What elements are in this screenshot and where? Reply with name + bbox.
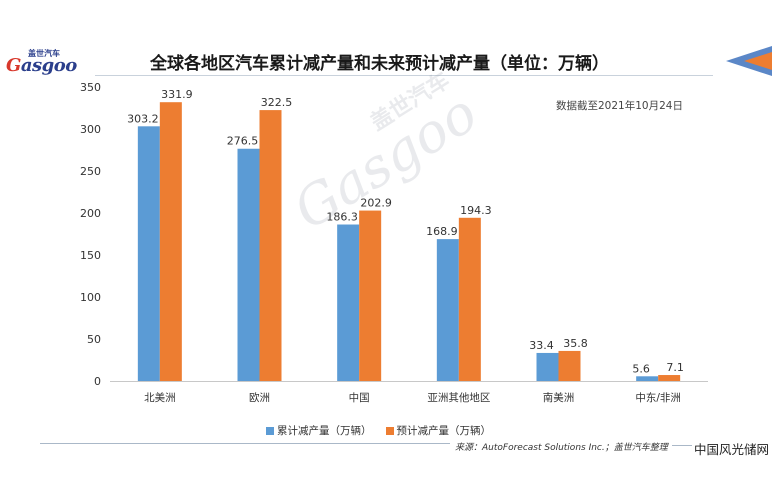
header-divider <box>95 75 713 76</box>
x-category-label: 中东/非洲 <box>635 391 681 404</box>
legend-swatch-forecast <box>385 426 394 435</box>
y-tick-label: 300 <box>80 123 101 136</box>
legend-item-cumulative: 累计减产量（万辆） <box>266 423 372 438</box>
bar-forecast <box>458 217 481 381</box>
data-label-forecast: 35.8 <box>563 337 588 350</box>
bar-cumulative <box>337 224 360 381</box>
data-label-cumulative: 5.6 <box>632 362 650 375</box>
corner-watermark: 中国风光储网 <box>694 442 770 457</box>
brand-logo-en: Gasgoo <box>6 55 77 76</box>
data-label-cumulative: 33.4 <box>529 339 554 352</box>
bar-forecast <box>259 110 282 381</box>
brand-logo-cn: 盖世汽车 <box>28 49 60 58</box>
bar-cumulative <box>436 239 459 381</box>
y-tick-label: 350 <box>80 81 101 94</box>
y-tick-label: 100 <box>80 291 101 304</box>
legend-item-forecast: 预计减产量（万辆） <box>385 423 492 438</box>
data-label-forecast: 7.1 <box>666 361 684 374</box>
bar-forecast <box>159 102 182 381</box>
data-cutoff-note: 数据截至2021年10月24日 <box>556 100 683 112</box>
y-tick-label: 200 <box>80 207 101 220</box>
data-label-forecast: 331.9 <box>161 88 193 101</box>
bar-forecast <box>558 350 581 381</box>
arrow-decoration-icon <box>726 46 772 76</box>
y-tick-label: 150 <box>80 249 101 262</box>
x-category-label: 中国 <box>349 391 370 404</box>
bar-cumulative <box>137 126 160 381</box>
x-category-label: 亚洲其他地区 <box>427 391 490 404</box>
bar-cumulative <box>636 376 659 381</box>
brand-logo-initial: G <box>6 55 21 76</box>
legend-swatch-cumulative <box>266 426 274 435</box>
data-label-forecast: 322.5 <box>261 96 293 109</box>
brand-logo-rest: asgoo <box>20 55 77 76</box>
data-label-cumulative: 303.2 <box>127 112 159 125</box>
legend-label-forecast: 预计减产量（万辆） <box>396 425 492 437</box>
bar-cumulative <box>536 352 559 381</box>
data-label-forecast: 202.9 <box>360 197 392 210</box>
x-category-label: 欧洲 <box>249 392 270 404</box>
chart-title: 全球各地区汽车累计减产量和未来预计减产量（单位：万辆） <box>150 54 609 74</box>
footer-divider-right <box>672 445 692 446</box>
source-note: 来源：AutoForecast Solutions Inc.；盖世汽车整理 <box>455 443 668 453</box>
data-label-forecast: 194.3 <box>460 204 492 217</box>
chart-legend: 累计减产量（万辆） 预计减产量（万辆） <box>266 423 505 438</box>
bar-cumulative <box>237 148 260 381</box>
x-category-label: 北美洲 <box>144 391 176 404</box>
legend-label-cumulative: 累计减产量（万辆） <box>277 425 372 437</box>
y-tick-label: 50 <box>87 333 101 346</box>
x-category-label: 南美洲 <box>543 391 575 404</box>
y-tick-label: 250 <box>80 165 101 178</box>
footer-divider-left <box>40 443 450 444</box>
data-label-cumulative: 168.9 <box>426 225 458 238</box>
brand-logo: 盖世汽车 Gasgoo <box>6 48 78 78</box>
y-tick-label: 0 <box>94 375 101 388</box>
data-label-cumulative: 276.5 <box>227 135 259 148</box>
bar-forecast <box>658 375 681 381</box>
bar-forecast <box>359 210 382 381</box>
data-label-cumulative: 186.3 <box>326 211 358 224</box>
